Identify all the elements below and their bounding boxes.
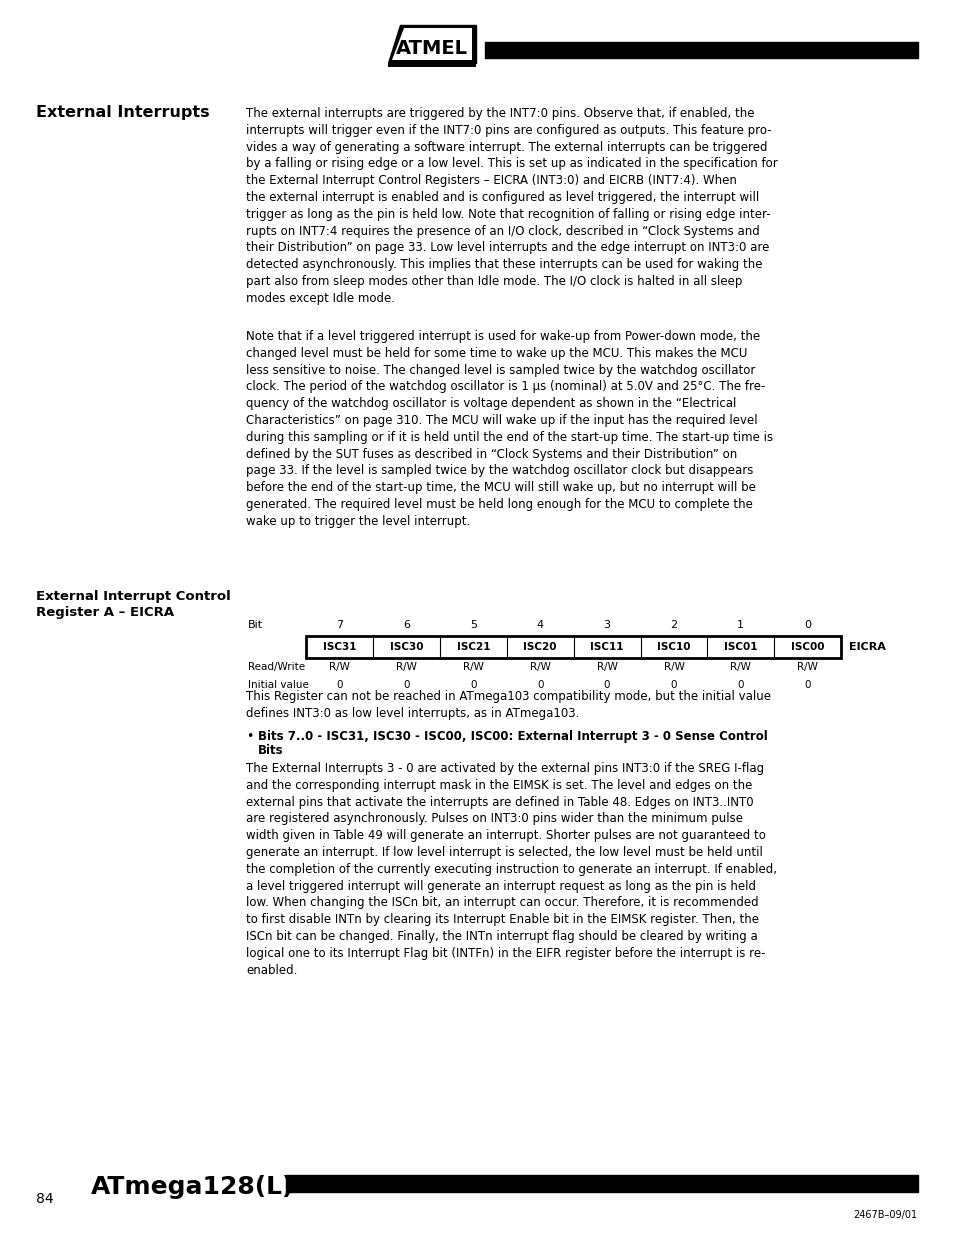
Text: 4: 4 <box>537 620 543 630</box>
Text: Bits: Bits <box>258 743 283 757</box>
Text: Note that if a level triggered interrupt is used for wake-up from Power-down mod: Note that if a level triggered interrupt… <box>246 330 773 527</box>
Text: ISC20: ISC20 <box>523 642 557 652</box>
Text: 3: 3 <box>603 620 610 630</box>
Text: Read/Write: Read/Write <box>248 662 305 672</box>
Text: R/W: R/W <box>395 662 416 672</box>
Bar <box>306 636 841 658</box>
Text: R/W: R/W <box>329 662 350 672</box>
Text: R/W: R/W <box>797 662 818 672</box>
Text: Initial value: Initial value <box>248 680 309 690</box>
Text: R/W: R/W <box>596 662 617 672</box>
Text: 0: 0 <box>803 680 810 690</box>
Text: ISC31: ISC31 <box>322 642 356 652</box>
Text: 0: 0 <box>737 680 743 690</box>
Text: Bit: Bit <box>248 620 263 630</box>
Text: 2: 2 <box>670 620 677 630</box>
Polygon shape <box>388 25 476 63</box>
Text: This Register can not be reached in ATmega103 compatibility mode, but the initia: This Register can not be reached in ATme… <box>246 690 770 720</box>
Text: 6: 6 <box>402 620 410 630</box>
Text: 0: 0 <box>403 680 409 690</box>
Text: The External Interrupts 3 - 0 are activated by the external pins INT3:0 if the S: The External Interrupts 3 - 0 are activa… <box>246 762 777 977</box>
Text: 84: 84 <box>36 1192 53 1207</box>
Text: 0: 0 <box>603 680 610 690</box>
Text: •: • <box>246 730 253 743</box>
Text: ISC00: ISC00 <box>790 642 823 652</box>
Text: 0: 0 <box>670 680 677 690</box>
Text: 2467B–09/01: 2467B–09/01 <box>853 1210 917 1220</box>
Text: 7: 7 <box>335 620 343 630</box>
Polygon shape <box>392 28 472 61</box>
Text: Register A – EICRA: Register A – EICRA <box>36 606 174 619</box>
Text: 0: 0 <box>336 680 342 690</box>
Text: EICRA: EICRA <box>848 642 885 652</box>
Text: 1: 1 <box>737 620 743 630</box>
Polygon shape <box>388 63 476 67</box>
Text: R/W: R/W <box>663 662 683 672</box>
Text: R/W: R/W <box>529 662 550 672</box>
Text: ISC10: ISC10 <box>657 642 690 652</box>
Text: ISC11: ISC11 <box>590 642 623 652</box>
Text: R/W: R/W <box>462 662 483 672</box>
Text: Bits 7..0 - ISC31, ISC30 - ISC00, ISC00: External Interrupt 3 - 0 Sense Control: Bits 7..0 - ISC31, ISC30 - ISC00, ISC00:… <box>258 730 767 743</box>
Text: ATMEL: ATMEL <box>395 38 468 58</box>
Text: The external interrupts are triggered by the INT7:0 pins. Observe that, if enabl: The external interrupts are triggered by… <box>246 107 777 305</box>
Text: External Interrupts: External Interrupts <box>36 105 210 120</box>
Text: R/W: R/W <box>730 662 750 672</box>
Text: 0: 0 <box>470 680 476 690</box>
Text: External Interrupt Control: External Interrupt Control <box>36 590 231 603</box>
Text: ISC21: ISC21 <box>456 642 490 652</box>
Text: 0: 0 <box>537 680 543 690</box>
Text: 5: 5 <box>469 620 476 630</box>
Text: 0: 0 <box>803 620 810 630</box>
Text: ATmega128(L): ATmega128(L) <box>91 1174 294 1199</box>
Text: ISC30: ISC30 <box>389 642 423 652</box>
Text: ISC01: ISC01 <box>723 642 757 652</box>
